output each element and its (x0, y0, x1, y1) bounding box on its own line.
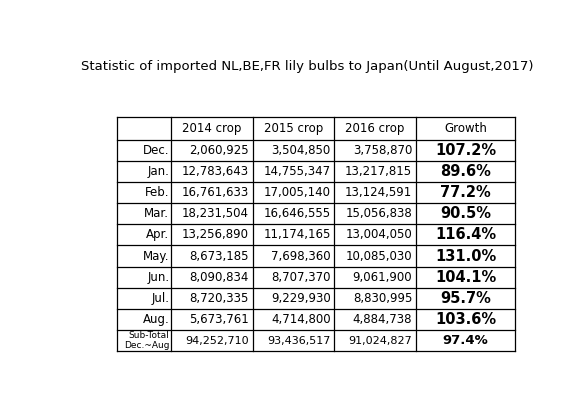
Text: 14,755,347: 14,755,347 (263, 165, 331, 178)
Text: 12,783,643: 12,783,643 (182, 165, 249, 178)
Text: 16,646,555: 16,646,555 (263, 207, 331, 220)
Text: 3,504,850: 3,504,850 (271, 144, 331, 157)
Text: 13,217,815: 13,217,815 (345, 165, 412, 178)
Text: Apr.: Apr. (146, 228, 169, 241)
Text: 2,060,925: 2,060,925 (190, 144, 249, 157)
Text: Jan.: Jan. (147, 165, 169, 178)
Text: Aug.: Aug. (143, 313, 169, 326)
Text: 107.2%: 107.2% (435, 143, 496, 158)
Text: 11,174,165: 11,174,165 (263, 228, 331, 241)
Text: May.: May. (143, 250, 169, 262)
Text: 18,231,504: 18,231,504 (182, 207, 249, 220)
Text: 17,005,140: 17,005,140 (264, 186, 331, 199)
Text: 13,124,591: 13,124,591 (345, 186, 412, 199)
Text: 13,256,890: 13,256,890 (182, 228, 249, 241)
Text: 93,436,517: 93,436,517 (267, 336, 331, 346)
Text: 2015 crop: 2015 crop (264, 122, 323, 135)
Text: 8,720,335: 8,720,335 (190, 292, 249, 305)
Text: 8,707,370: 8,707,370 (271, 271, 331, 284)
Text: 15,056,838: 15,056,838 (346, 207, 412, 220)
Text: 9,061,900: 9,061,900 (353, 271, 412, 284)
Text: 13,004,050: 13,004,050 (346, 228, 412, 241)
Text: Jul.: Jul. (151, 292, 169, 305)
Text: 10,085,030: 10,085,030 (346, 250, 412, 262)
Text: Mar.: Mar. (144, 207, 169, 220)
Text: 8,673,185: 8,673,185 (190, 250, 249, 262)
Text: Growth: Growth (444, 122, 487, 135)
Text: 90.5%: 90.5% (440, 206, 491, 221)
Text: Sub-Total
Dec.~Aug: Sub-Total Dec.~Aug (124, 331, 169, 350)
Text: 104.1%: 104.1% (435, 270, 496, 285)
Text: 103.6%: 103.6% (435, 312, 496, 327)
Text: 2014 crop: 2014 crop (182, 122, 242, 135)
Text: 8,830,995: 8,830,995 (353, 292, 412, 305)
Text: 3,758,870: 3,758,870 (353, 144, 412, 157)
Text: 95.7%: 95.7% (440, 291, 491, 306)
Text: 4,714,800: 4,714,800 (271, 313, 331, 326)
Text: 91,024,827: 91,024,827 (349, 336, 412, 346)
Text: 89.6%: 89.6% (440, 164, 491, 179)
Text: 2016 crop: 2016 crop (345, 122, 405, 135)
Text: Statistic of imported NL,BE,FR lily bulbs to Japan(Until August,2017): Statistic of imported NL,BE,FR lily bulb… (81, 60, 534, 73)
Text: 8,090,834: 8,090,834 (190, 271, 249, 284)
Text: 131.0%: 131.0% (435, 248, 496, 264)
Text: 9,229,930: 9,229,930 (271, 292, 331, 305)
Text: 5,673,761: 5,673,761 (189, 313, 249, 326)
Text: Jun.: Jun. (147, 271, 169, 284)
Text: 16,761,633: 16,761,633 (182, 186, 249, 199)
Text: 94,252,710: 94,252,710 (186, 336, 249, 346)
Text: Feb.: Feb. (145, 186, 169, 199)
Text: 77.2%: 77.2% (440, 185, 491, 200)
Text: 97.4%: 97.4% (443, 334, 488, 347)
Text: 116.4%: 116.4% (435, 227, 496, 242)
Text: 4,884,738: 4,884,738 (353, 313, 412, 326)
Text: 7,698,360: 7,698,360 (271, 250, 331, 262)
Text: Dec.: Dec. (143, 144, 169, 157)
